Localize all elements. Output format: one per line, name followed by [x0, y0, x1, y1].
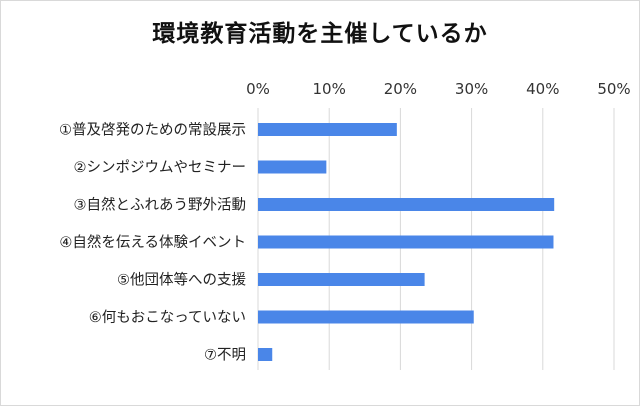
bars	[258, 123, 555, 361]
bar	[258, 348, 273, 361]
x-tick-label: 50%	[597, 80, 630, 98]
bar	[258, 160, 327, 174]
chart-title: 環境教育活動を主催しているか	[152, 21, 488, 47]
x-tick-label: 40%	[526, 80, 559, 98]
category-label: ④自然を伝える体験イベント	[59, 234, 246, 251]
bar	[258, 198, 555, 211]
bar	[258, 273, 425, 286]
x-tick-label: 10%	[313, 80, 346, 98]
bar	[258, 310, 474, 324]
category-label: ⑤他団体等への支援	[117, 271, 246, 289]
x-tick-label: 20%	[384, 80, 417, 98]
x-tick-label: 30%	[455, 80, 488, 98]
category-label: ⑥何もおこなっていない	[89, 309, 246, 326]
category-label: ③自然とふれあう野外活動	[74, 197, 247, 214]
category-label: ⑦不明	[204, 348, 246, 364]
category-label: ②シンポジウムやセミナー	[74, 159, 247, 176]
x-tick-label: 0%	[246, 80, 270, 98]
bar	[258, 123, 397, 136]
x-tick-labels: 0% 10% 20% 30% 40% 50%	[246, 80, 631, 98]
category-labels: ①普及啓発のための常設展示 ②シンポジウムやセミナー ③自然とふれあう野外活動 ④自然…	[59, 122, 246, 364]
category-label: ①普及啓発のための常設展示	[59, 122, 246, 139]
bar	[258, 235, 554, 249]
